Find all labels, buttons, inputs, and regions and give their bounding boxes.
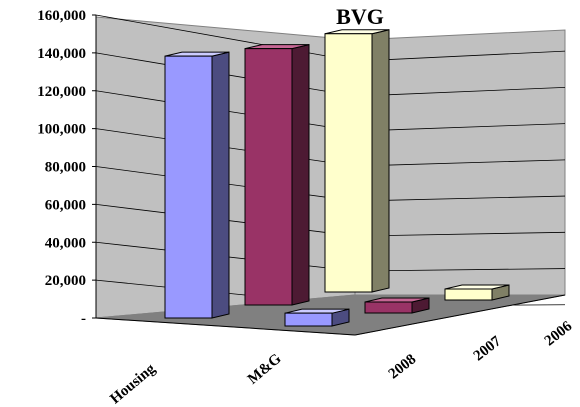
series-label-2007: 2007 [471, 333, 505, 364]
bar-2006-housing [324, 33, 373, 293]
bar-2007-housing-side [291, 43, 310, 306]
bar-2008-housing [164, 55, 213, 319]
y-tick-label: - [81, 311, 86, 327]
y-tick-label: 100,000 [37, 122, 86, 138]
gridline [354, 231, 566, 237]
bar-2007-housing [244, 48, 293, 306]
gridline [354, 268, 566, 272]
y-tick-label: 40,000 [45, 235, 86, 251]
depth-axis [354, 294, 566, 336]
gridline [354, 159, 566, 167]
series-label-2006: 2006 [542, 318, 576, 349]
chart-title: BVG [336, 4, 384, 29]
bars [164, 29, 510, 327]
x-axis-front [95, 317, 356, 336]
gridline [354, 195, 566, 202]
bar-2008-mg [284, 312, 333, 327]
y-tick-label: 140,000 [37, 46, 86, 62]
y-tick-label: 160,000 [37, 8, 86, 24]
gridline [354, 50, 566, 62]
y-tick-label: 80,000 [45, 160, 86, 176]
gridline [354, 86, 566, 97]
gridline [95, 14, 356, 62]
y-tick-label: 120,000 [37, 84, 86, 100]
bar-2007-mg [364, 301, 413, 314]
series-label-2008: 2008 [386, 351, 419, 382]
y-tick-label: 20,000 [45, 273, 86, 289]
bar-2008-housing-side [211, 51, 230, 319]
y-axis-ticks: - 20,000 40,000 60,000 80,000 100,000 120,000 1… [37, 8, 96, 327]
category-label-housing: Housing [107, 360, 159, 407]
category-label-mg: M&G [245, 351, 285, 388]
gridline [354, 123, 566, 132]
bar-2006-mg [444, 288, 493, 301]
bar-2006-housing-side [371, 29, 390, 293]
y-tick-label: 60,000 [45, 197, 86, 213]
